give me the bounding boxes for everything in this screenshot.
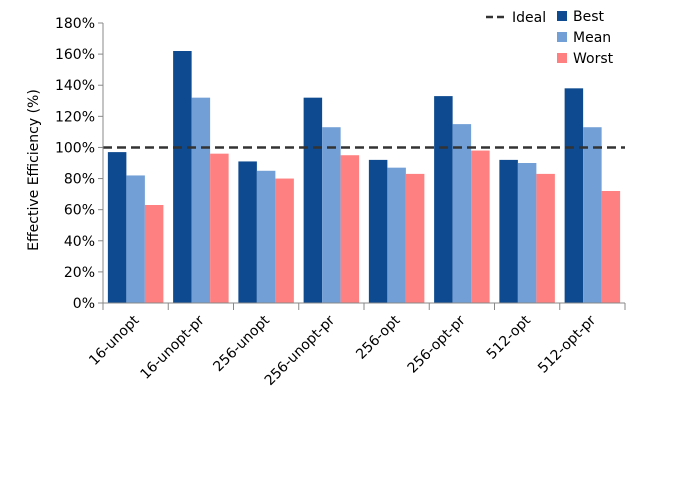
- bar-best: [303, 97, 323, 304]
- bar-best: [238, 161, 257, 303]
- bar-mean: [517, 163, 537, 303]
- legend: Ideal Best Mean Worst: [486, 9, 614, 67]
- y-tick-label: 60%: [64, 203, 95, 219]
- legend-ideal-label: Ideal: [512, 10, 546, 26]
- x-tick-label: 16-unopt-pr: [138, 312, 208, 382]
- y-tick-label: 120%: [55, 109, 95, 125]
- bar-best: [173, 51, 192, 303]
- bars: [107, 51, 621, 304]
- y-axis-ticks: 0% 20% 40% 60% 80% 100% 120% 140% 160% 180%: [55, 16, 103, 312]
- bar-worst: [340, 155, 360, 303]
- bar-best: [564, 88, 584, 303]
- y-tick-label: 160%: [55, 47, 95, 63]
- bar-mean: [126, 175, 145, 303]
- x-tick-label: 256-opt: [353, 312, 404, 363]
- x-tick-label: 512-opt: [484, 312, 535, 363]
- x-tick-label: 256-unopt-pr: [262, 312, 339, 389]
- bar-worst: [210, 153, 229, 303]
- legend-swatch-best: [557, 11, 567, 21]
- y-tick-label: 100%: [55, 140, 95, 156]
- bar-worst: [275, 178, 294, 303]
- bar-worst: [536, 173, 555, 303]
- bar-worst: [405, 173, 425, 303]
- x-tick-label: 256-opt-pr: [405, 312, 469, 376]
- bar-best: [499, 159, 518, 303]
- bar-worst: [144, 205, 164, 303]
- y-tick-label: 40%: [64, 234, 95, 250]
- legend-swatch-worst: [557, 53, 567, 63]
- legend-label-best: Best: [573, 9, 605, 25]
- bar-best: [368, 159, 388, 303]
- y-tick-label: 80%: [64, 172, 95, 188]
- legend-label-worst: Worst: [573, 51, 614, 67]
- legend-label-mean: Mean: [573, 30, 611, 46]
- bar-mean: [256, 170, 276, 303]
- bar-best: [107, 152, 127, 303]
- bar-worst: [471, 150, 490, 303]
- y-tick-label: 0%: [73, 296, 95, 312]
- bar-mean: [387, 167, 406, 303]
- x-tick-label: 256-unopt: [210, 312, 273, 375]
- y-axis-title: Effective Efficiency (%): [26, 89, 42, 251]
- y-tick-label: 20%: [64, 265, 95, 281]
- bar-mean: [191, 97, 211, 304]
- bar-mean: [452, 124, 472, 303]
- bar-best: [434, 96, 453, 303]
- x-tick-label: 512-opt-pr: [535, 312, 599, 376]
- x-tick-label: 16-unopt: [86, 312, 143, 369]
- y-tick-label: 180%: [55, 16, 95, 32]
- y-tick-label: 140%: [55, 78, 95, 94]
- bar-mean: [583, 127, 602, 303]
- bar-worst: [601, 191, 621, 303]
- legend-swatch-mean: [557, 32, 567, 42]
- bar-mean: [322, 127, 341, 303]
